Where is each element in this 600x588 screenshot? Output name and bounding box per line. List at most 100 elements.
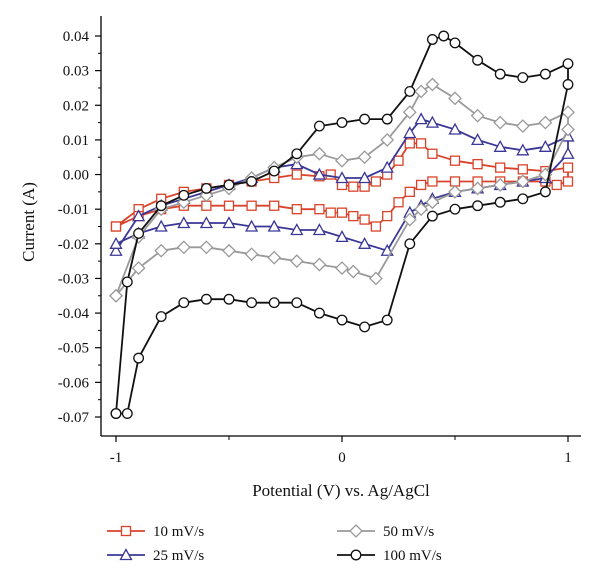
data-point-square — [472, 159, 483, 170]
data-point-diamond — [470, 181, 485, 196]
data-point-triangle — [425, 115, 439, 128]
data-point-circle — [336, 117, 348, 129]
data-point-diamond — [267, 250, 282, 265]
data-point-circle — [178, 189, 190, 201]
data-point-diamond — [538, 115, 553, 130]
data-point-triangle — [109, 236, 123, 249]
y-tick-label: -0.07 — [58, 410, 90, 426]
data-point-diamond — [312, 257, 327, 272]
data-point-diamond — [335, 153, 349, 168]
data-point-circle — [200, 293, 212, 305]
data-point-square — [269, 200, 280, 211]
data-point-triangle — [358, 171, 372, 184]
data-point-diamond — [561, 105, 575, 120]
data-point-diamond — [368, 271, 383, 286]
data-point-diamond — [154, 243, 169, 258]
data-point-circle — [155, 200, 167, 212]
data-point-square — [348, 210, 359, 222]
data-point-circle — [223, 293, 235, 305]
data-point-square — [404, 138, 415, 149]
legend-item: 100 mV/s — [337, 548, 442, 564]
data-point-triangle — [199, 216, 213, 229]
y-tick-label: -0.04 — [58, 306, 90, 322]
data-point-circle — [223, 179, 235, 191]
data-point-circle — [472, 54, 484, 66]
y-axis-label: Current (A) — [19, 182, 38, 262]
data-point-triangle — [335, 171, 349, 184]
data-point-square — [427, 148, 438, 159]
data-point-square — [517, 164, 528, 175]
data-point-circle — [359, 113, 371, 125]
data-point-square — [336, 207, 348, 218]
data-point-triangle — [448, 122, 462, 135]
data-point-circle — [268, 165, 280, 177]
data-point-diamond — [199, 240, 214, 255]
data-point-circle — [426, 210, 438, 222]
data-point-triangle — [312, 223, 326, 236]
data-point-circle — [291, 297, 303, 309]
data-point-square — [348, 181, 359, 192]
legend-label: 10 mV/s — [153, 524, 204, 540]
data-point-diamond — [357, 150, 372, 165]
legend-item: 50 mV/s — [337, 524, 434, 540]
data-point-diamond — [176, 240, 191, 255]
data-point-circle — [539, 186, 551, 198]
data-point-circle — [404, 85, 416, 97]
data-point-circle — [539, 68, 551, 80]
data-point-diamond — [515, 119, 530, 133]
data-point-diamond — [346, 264, 361, 279]
data-point-circle — [404, 238, 416, 250]
data-point-square — [223, 200, 235, 211]
data-point-diamond — [402, 105, 417, 120]
legend-label: 25 mV/s — [153, 548, 204, 564]
data-point-triangle — [493, 139, 507, 152]
data-point-circle — [121, 276, 133, 288]
data-point-diamond — [561, 122, 575, 137]
data-point-triangle — [267, 219, 281, 232]
y-tick-label: 0.03 — [63, 64, 89, 80]
data-point-diamond — [312, 146, 327, 161]
data-point-circle — [133, 227, 145, 239]
data-point-circle — [246, 297, 258, 309]
data-point-circle — [381, 113, 393, 125]
data-point-circle — [291, 148, 303, 160]
y-tick-label: 0.04 — [63, 29, 90, 45]
data-point-square — [110, 221, 122, 232]
y-tick-label: 0.00 — [63, 168, 89, 184]
data-point-diamond — [448, 91, 462, 106]
y-tick-label: -0.05 — [58, 341, 89, 357]
data-point-diamond — [289, 254, 304, 269]
data-point-circle — [110, 408, 122, 419]
data-point-square — [314, 204, 325, 215]
data-point-triangle — [335, 230, 349, 243]
data-point-triangle — [109, 243, 123, 256]
data-point-circle — [350, 549, 362, 561]
data-point-circle — [517, 193, 529, 205]
data-point-square — [325, 207, 336, 218]
data-point-triangle — [516, 143, 530, 156]
data-point-square — [370, 176, 382, 187]
y-tick-label: -0.02 — [58, 237, 89, 253]
data-point-circle — [517, 72, 529, 84]
data-point-triangle — [312, 167, 326, 180]
data-point-circle — [494, 196, 506, 208]
x-tick-label: 0 — [338, 450, 346, 466]
data-point-triangle — [222, 216, 236, 229]
data-point-circle — [426, 34, 438, 45]
data-point-triangle — [403, 126, 417, 139]
data-point-diamond — [425, 195, 440, 210]
data-point-circle — [562, 58, 574, 70]
data-point-square — [359, 214, 370, 225]
data-point-square — [495, 162, 506, 173]
data-point-triangle — [471, 133, 485, 146]
data-point-circle — [359, 321, 371, 333]
data-point-circle — [494, 68, 506, 80]
data-point-square — [120, 525, 132, 537]
data-point-circle — [438, 30, 450, 42]
data-point-triangle — [538, 139, 552, 152]
data-point-circle — [178, 297, 190, 309]
data-point-square — [562, 176, 574, 187]
data-point-square — [291, 169, 302, 180]
